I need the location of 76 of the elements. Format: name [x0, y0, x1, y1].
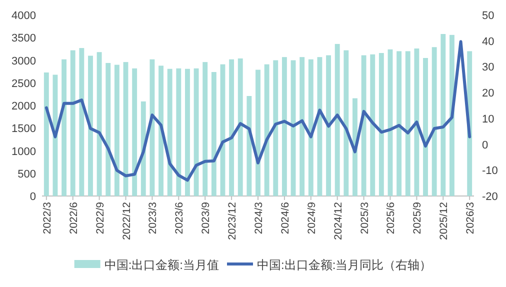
bar [96, 52, 102, 196]
bar [326, 55, 331, 196]
bar [202, 62, 208, 196]
bar [423, 58, 428, 196]
bar [361, 55, 366, 196]
bar [238, 58, 243, 196]
y-tick-label: 500 [18, 168, 36, 180]
x-tick-label: 2022/12 [120, 202, 133, 240]
bar [344, 50, 349, 196]
bar [414, 48, 420, 196]
bar [405, 51, 410, 196]
bar [229, 59, 234, 196]
bar [370, 54, 376, 196]
y2-tick-label: 30 [482, 62, 494, 74]
bar [378, 53, 384, 196]
bar [449, 34, 454, 196]
y2-tick-label: 10 [482, 113, 494, 126]
bar [194, 68, 199, 196]
y-tick-label: 3500 [12, 32, 36, 45]
y2-tick-label: 40 [482, 36, 494, 48]
bar [317, 57, 322, 196]
bar [211, 72, 216, 196]
y-tick-label: 0 [30, 191, 36, 203]
y-tick-label: 2000 [12, 100, 36, 112]
x-tick-label: 2025/12 [438, 202, 450, 240]
bar [79, 48, 84, 196]
bar [256, 70, 260, 196]
bar [185, 68, 190, 196]
bar [246, 96, 252, 196]
x-tick-label: 2024/9 [306, 202, 318, 234]
y2-tick-label: -10 [482, 165, 498, 178]
bar [176, 68, 182, 196]
bar [334, 44, 340, 196]
x-tick-label: 2026/3 [464, 202, 477, 234]
x-tick-label: 2023/12 [226, 202, 239, 240]
x-tick-label: 2025/9 [412, 202, 424, 234]
x-tick-label: 2023/3 [147, 202, 160, 234]
x-tick-label: 2024/12 [332, 202, 344, 240]
x-tick-label: 2023/9 [200, 202, 212, 234]
bar [432, 47, 437, 196]
bar [308, 59, 314, 196]
y-tick-label: 1500 [12, 123, 36, 136]
bar [114, 64, 120, 196]
x-tick-label: 2022/6 [68, 202, 80, 234]
x-tick-label: 2022/3 [41, 202, 54, 234]
bar [396, 51, 402, 196]
bar [264, 64, 270, 196]
bar [282, 57, 287, 196]
y-tick-label: 1000 [12, 146, 36, 158]
x-tick-label: 2025/3 [358, 202, 371, 234]
bar [300, 57, 305, 196]
y2-tick-label: 50 [482, 10, 494, 22]
bar [132, 68, 138, 196]
legend-label: 中国:出口金额:当月值 [104, 258, 219, 272]
bar [88, 56, 93, 196]
bar [70, 50, 76, 196]
x-tick-label: 2024/6 [279, 202, 292, 234]
x-tick-label: 2025/6 [385, 202, 398, 234]
bar [44, 72, 49, 196]
x-tick-label: 2024/3 [253, 202, 265, 234]
y2-tick-label: 20 [482, 88, 494, 100]
bar [167, 68, 172, 196]
x-tick-label: 2022/9 [94, 202, 106, 234]
bar [106, 62, 111, 196]
bar [440, 34, 446, 196]
y-tick-label: 3000 [12, 55, 36, 68]
bar [273, 60, 278, 196]
y2-tick-label: 0 [482, 139, 488, 152]
bar [62, 59, 67, 196]
y2-tick-label: -20 [482, 191, 498, 203]
x-tick-label: 2023/6 [174, 202, 186, 234]
bar [150, 59, 155, 196]
y-tick-label: 2500 [12, 78, 36, 90]
bar [158, 66, 164, 196]
y-tick-label: 4000 [12, 10, 36, 22]
legend-label: 中国:出口金额:当月同比（右轴） [257, 258, 432, 272]
